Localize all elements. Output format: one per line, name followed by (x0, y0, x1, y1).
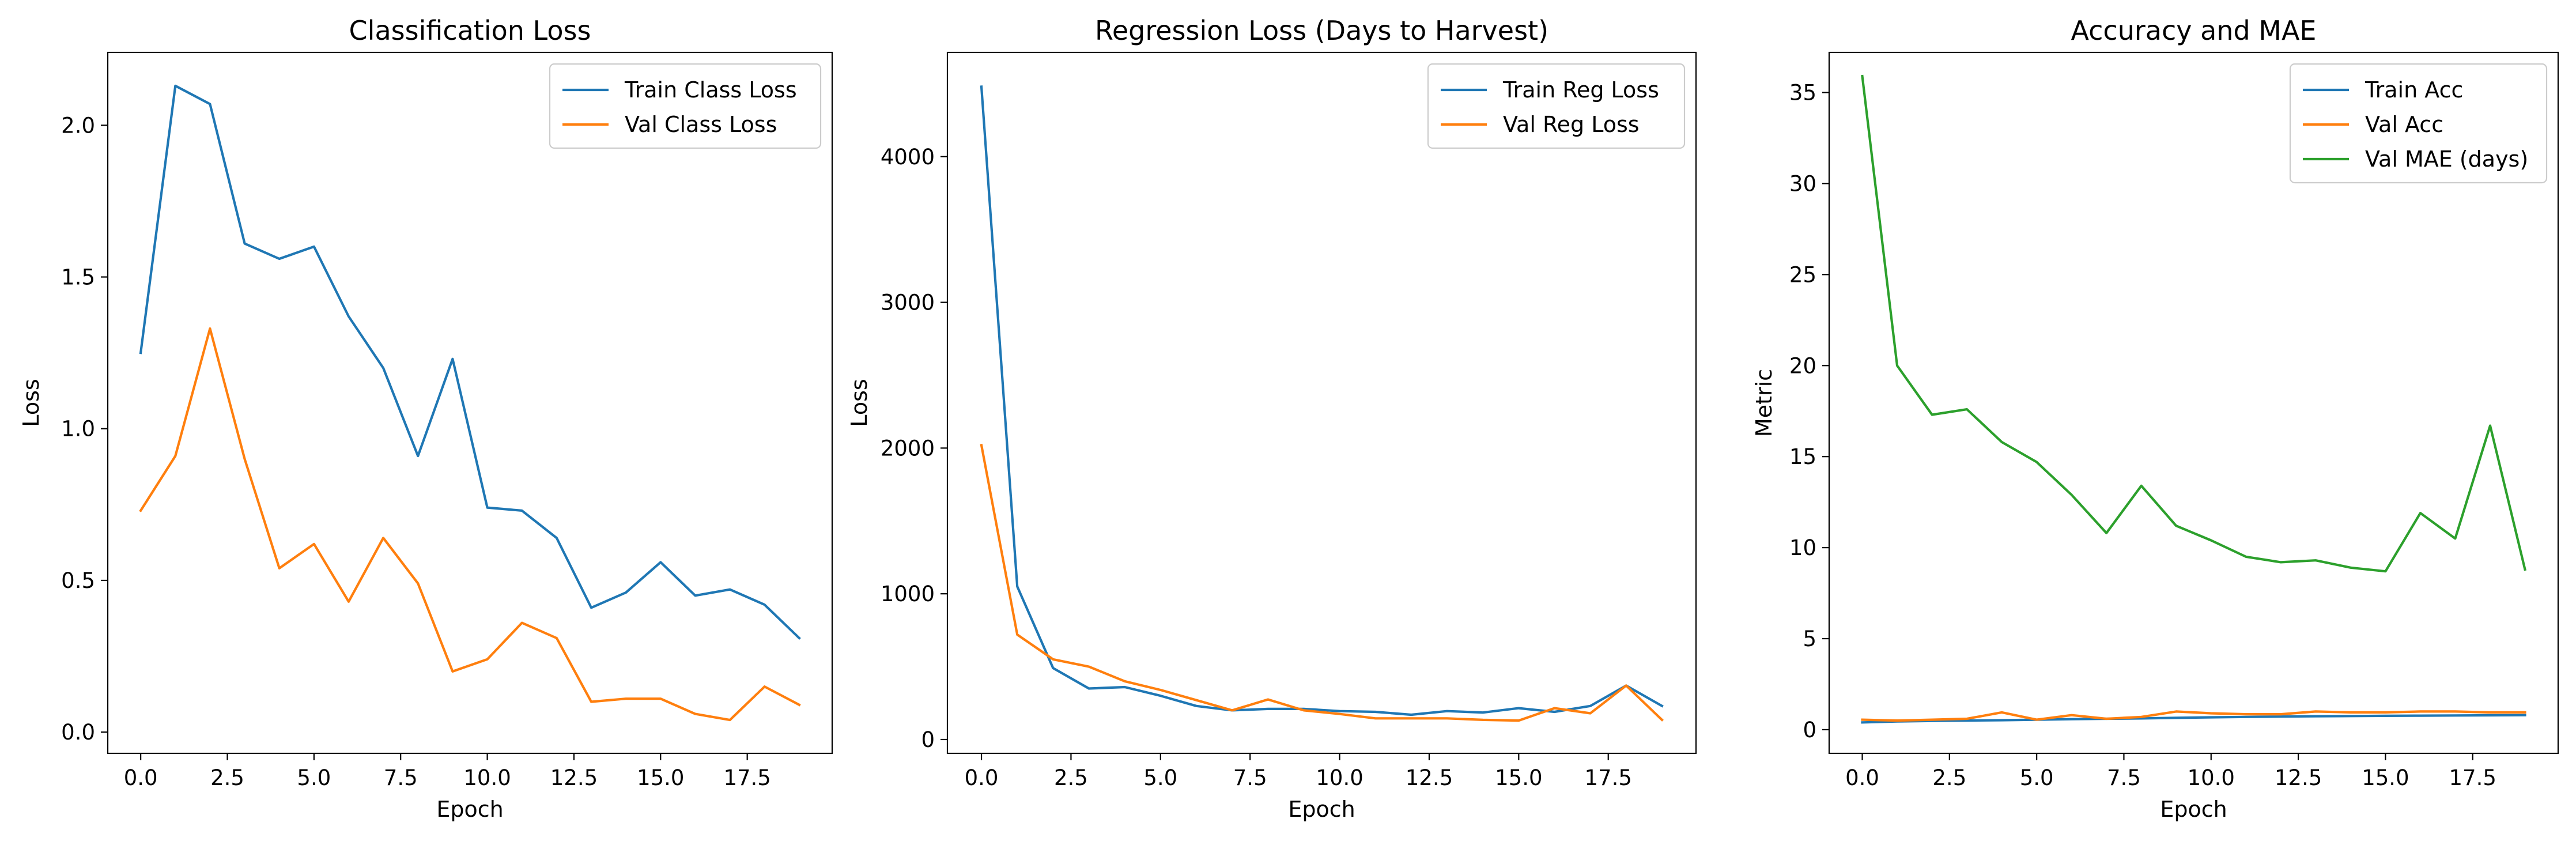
plot-frame (946, 51, 1697, 755)
x-tick-label: 0.0 (965, 765, 999, 790)
x-tick-label: 5.0 (297, 765, 331, 790)
x-tick-label: 2.5 (1054, 765, 1088, 790)
y-tick-label: 2000 (881, 436, 935, 461)
y-axis-label: Metric (1751, 369, 1777, 437)
series-line-1 (1861, 714, 2526, 724)
x-tick-label: 7.5 (1233, 765, 1267, 790)
chart-title: Classification Loss (349, 15, 591, 46)
x-axis-label: Epoch (2160, 797, 2227, 822)
legend-box (549, 63, 822, 149)
y-tick-label: 1.5 (61, 265, 95, 290)
series-line-3 (1861, 74, 2527, 573)
legend-box (1427, 63, 1686, 149)
legend-label-1: Train Class Loss (624, 77, 797, 103)
x-tick-label: 12.5 (2275, 765, 2322, 790)
y-tick-label: 5 (1803, 627, 1816, 651)
y-tick-label: 0 (921, 727, 935, 752)
x-tick-label: 12.5 (1406, 765, 1453, 790)
series-line-1 (139, 84, 801, 640)
x-tick-label: 10.0 (1316, 765, 1363, 790)
legend-label-2: Val Acc (2365, 112, 2443, 137)
y-tick-label: 0.0 (61, 720, 95, 745)
charts-root: Classification Loss 0.0 2.5 5.0 7.5 10.0 12.5 1… (18, 15, 2559, 822)
series-line-2 (980, 443, 1664, 722)
x-tick-label: 2.5 (1932, 765, 1966, 790)
y-tick-label: 20 (1789, 353, 1816, 378)
x-tick-label: 17.5 (723, 765, 770, 790)
y-tick-label: 15 (1789, 444, 1816, 469)
chart-panel-2: Regression Loss (Days to Harvest) 0.0 2.5 5… (847, 15, 1697, 822)
x-tick-label: 10.0 (2188, 765, 2235, 790)
x-tick-label: 5.0 (2020, 765, 2054, 790)
legend-label-2: Val Reg Loss (1503, 112, 1640, 137)
y-tick-label: 0.5 (61, 568, 95, 593)
x-axis-label: Epoch (436, 797, 503, 822)
series-line-2 (139, 327, 801, 722)
series-line-2 (1861, 710, 2526, 722)
y-tick-label: 35 (1789, 80, 1816, 105)
legend-box (2289, 63, 2548, 184)
plot-frame (107, 51, 833, 755)
legend: Train Class Loss Val Class Loss (549, 63, 822, 149)
y-tick-label: 4000 (881, 145, 935, 169)
y-tick-label: 30 (1789, 171, 1816, 196)
x-tick-label: 0.0 (124, 765, 158, 790)
legend-label-3: Val MAE (days) (2365, 146, 2528, 172)
x-tick-label: 5.0 (1143, 765, 1177, 790)
legend: Train Reg Loss Val Reg Loss (1427, 63, 1686, 149)
plot-frame (1828, 51, 2559, 755)
x-tick-label: 12.5 (550, 765, 598, 790)
y-tick-label: 25 (1789, 262, 1816, 287)
x-tick-label: 15.0 (2362, 765, 2409, 790)
x-tick-label: 7.5 (2107, 765, 2141, 790)
chart-title: Accuracy and MAE (2071, 15, 2316, 46)
y-tick-label: 1.0 (61, 417, 95, 442)
y-tick-label: 2.0 (61, 113, 95, 138)
legend-label-2: Val Class Loss (625, 112, 777, 137)
x-axis-label: Epoch (1288, 797, 1355, 822)
legend-label-1: Train Acc (2365, 77, 2463, 103)
chart-title: Regression Loss (Days to Harvest) (1095, 15, 1548, 46)
x-tick-label: 0.0 (1845, 765, 1879, 790)
y-tick-label: 3000 (881, 291, 935, 315)
legend: Train Acc Val Acc Val MAE (days) (2289, 63, 2548, 184)
chart-panel-3: Accuracy and MAE 0.0 2.5 5.0 7.5 10.0 12.5 15.0… (1751, 15, 2559, 822)
x-tick-label: 15.0 (1495, 765, 1542, 790)
y-tick-label: 1000 (881, 582, 935, 606)
y-tick-label: 0 (1803, 718, 1816, 742)
chart-panel-1: Classification Loss 0.0 2.5 5.0 7.5 10.0 12.5 1… (18, 15, 833, 822)
x-tick-label: 15.0 (637, 765, 684, 790)
y-tick-label: 10 (1789, 535, 1816, 560)
y-axis-label: Loss (18, 379, 44, 427)
x-tick-label: 17.5 (2449, 765, 2496, 790)
y-axis-label: Loss (847, 379, 872, 427)
legend-label-1: Train Reg Loss (1502, 77, 1659, 103)
x-tick-label: 7.5 (384, 765, 418, 790)
x-tick-label: 17.5 (1585, 765, 1632, 790)
x-tick-label: 10.0 (463, 765, 511, 790)
x-tick-label: 2.5 (210, 765, 244, 790)
